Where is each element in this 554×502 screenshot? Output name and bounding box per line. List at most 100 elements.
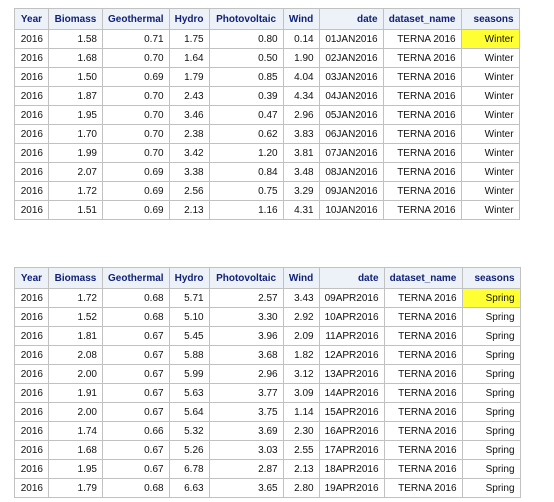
cell-dataset-name: TERNA 2016 (382, 200, 462, 220)
table-row: 2016 1.70 0.70 2.38 0.62 3.83 06JAN2016 TERNA 2… (14, 124, 520, 144)
cell-hydro: 5.26 (168, 440, 210, 460)
cell-photovoltaic: 2.57 (208, 288, 284, 308)
cell-geothermal: 0.68 (102, 307, 170, 327)
cell-hydro: 2.38 (168, 124, 210, 144)
cell-date: 13APR2016 (318, 364, 385, 384)
cell-date: 09JAN2016 (318, 181, 384, 201)
cell-biomass: 2.00 (48, 364, 103, 384)
cell-seasons: Winter (460, 143, 520, 163)
column-header-hydro: Hydro (168, 8, 210, 30)
cell-hydro: 3.42 (168, 143, 210, 163)
cell-wind: 2.13 (282, 459, 320, 479)
cell-geothermal: 0.67 (102, 364, 170, 384)
cell-wind: 3.29 (282, 181, 320, 201)
cell-wind: 3.12 (282, 364, 320, 384)
cell-geothermal: 0.69 (102, 200, 170, 220)
cell-photovoltaic: 3.69 (208, 421, 284, 441)
cell-photovoltaic: 1.16 (208, 200, 284, 220)
column-header-hydro: Hydro (168, 267, 210, 289)
cell-hydro: 5.10 (168, 307, 210, 327)
cell-seasons: Winter (460, 48, 520, 68)
cell-seasons: Winter (460, 124, 520, 144)
cell-date: 07JAN2016 (318, 143, 384, 163)
cell-dataset-name: TERNA 2016 (382, 162, 462, 182)
cell-photovoltaic: 3.68 (208, 345, 284, 365)
cell-year: 2016 (14, 105, 49, 125)
header-row: Year Biomass Geothermal Hydro Photovoltaic Wi… (14, 8, 520, 30)
cell-date: 01JAN2016 (318, 29, 384, 49)
column-header-biomass: Biomass (48, 267, 103, 289)
cell-dataset-name: TERNA 2016 (382, 67, 462, 87)
cell-year: 2016 (14, 181, 49, 201)
cell-hydro: 3.46 (168, 105, 210, 125)
cell-dataset-name: TERNA 2016 (382, 29, 462, 49)
table-row: 2016 2.07 0.69 3.38 0.84 3.48 08JAN2016 TERNA 2… (14, 162, 520, 182)
cell-photovoltaic: 3.96 (208, 326, 284, 346)
cell-biomass: 1.52 (48, 307, 103, 327)
cell-hydro: 1.79 (168, 67, 210, 87)
cell-geothermal: 0.70 (102, 48, 170, 68)
cell-photovoltaic: 0.85 (208, 67, 284, 87)
cell-seasons: Spring (461, 326, 521, 346)
cell-year: 2016 (14, 124, 49, 144)
cell-dataset-name: TERNA 2016 (383, 326, 463, 346)
cell-dataset-name: TERNA 2016 (382, 105, 462, 125)
table-body: 2016 1.58 0.71 1.75 0.80 0.14 01JAN2016 TERNA 2… (14, 29, 520, 220)
column-header-year: Year (14, 8, 49, 30)
cell-geothermal: 0.70 (102, 124, 170, 144)
cell-date: 12APR2016 (318, 345, 385, 365)
cell-biomass: 2.07 (48, 162, 103, 182)
cell-biomass: 1.91 (48, 383, 103, 403)
cell-wind: 2.30 (282, 421, 320, 441)
cell-wind: 1.90 (282, 48, 320, 68)
cell-year: 2016 (14, 307, 49, 327)
cell-wind: 4.34 (282, 86, 320, 106)
cell-dataset-name: TERNA 2016 (383, 440, 463, 460)
cell-seasons: Winter (460, 105, 520, 125)
cell-geothermal: 0.67 (102, 326, 170, 346)
cell-dataset-name: TERNA 2016 (383, 421, 463, 441)
cell-date: 18APR2016 (318, 459, 385, 479)
cell-wind: 1.14 (282, 402, 320, 422)
cell-seasons: Spring (461, 459, 521, 479)
cell-seasons: Spring (461, 364, 521, 384)
cell-year: 2016 (14, 288, 49, 308)
cell-year: 2016 (14, 48, 49, 68)
cell-seasons: Spring (461, 421, 521, 441)
table-row: 2016 2.00 0.67 5.64 3.75 1.14 15APR2016 TERNA 2… (14, 402, 521, 422)
cell-year: 2016 (14, 162, 49, 182)
cell-biomass: 2.08 (48, 345, 103, 365)
cell-hydro: 5.45 (168, 326, 210, 346)
cell-biomass: 1.81 (48, 326, 103, 346)
cell-wind: 3.48 (282, 162, 320, 182)
cell-dataset-name: TERNA 2016 (383, 307, 463, 327)
table-body: 2016 1.72 0.68 5.71 2.57 3.43 09APR2016 TERNA 2… (14, 288, 521, 498)
table-row: 2016 1.74 0.66 5.32 3.69 2.30 16APR2016 TERNA 2… (14, 421, 521, 441)
cell-biomass: 1.99 (48, 143, 103, 163)
cell-year: 2016 (14, 143, 49, 163)
cell-hydro: 3.38 (168, 162, 210, 182)
cell-hydro: 6.63 (168, 478, 210, 498)
cell-geothermal: 0.66 (102, 421, 170, 441)
table-row: 2016 2.08 0.67 5.88 3.68 1.82 12APR2016 TERNA 2… (14, 345, 521, 365)
header-row: Year Biomass Geothermal Hydro Photovoltaic Wi… (14, 267, 521, 289)
cell-dataset-name: TERNA 2016 (383, 383, 463, 403)
cell-hydro: 6.78 (168, 459, 210, 479)
cell-geothermal: 0.71 (102, 29, 170, 49)
cell-year: 2016 (14, 383, 49, 403)
cell-year: 2016 (14, 326, 49, 346)
table-row: 2016 1.91 0.67 5.63 3.77 3.09 14APR2016 TERNA 2… (14, 383, 521, 403)
cell-date: 04JAN2016 (318, 86, 384, 106)
cell-seasons: Winter (460, 29, 520, 49)
cell-seasons: Winter (460, 162, 520, 182)
cell-geothermal: 0.69 (102, 67, 170, 87)
cell-hydro: 5.64 (168, 402, 210, 422)
cell-geothermal: 0.68 (102, 478, 170, 498)
cell-photovoltaic: 3.03 (208, 440, 284, 460)
cell-biomass: 1.68 (48, 440, 103, 460)
cell-hydro: 1.75 (168, 29, 210, 49)
cell-wind: 4.31 (282, 200, 320, 220)
cell-biomass: 1.70 (48, 124, 103, 144)
cell-biomass: 2.00 (48, 402, 103, 422)
cell-geothermal: 0.69 (102, 162, 170, 182)
